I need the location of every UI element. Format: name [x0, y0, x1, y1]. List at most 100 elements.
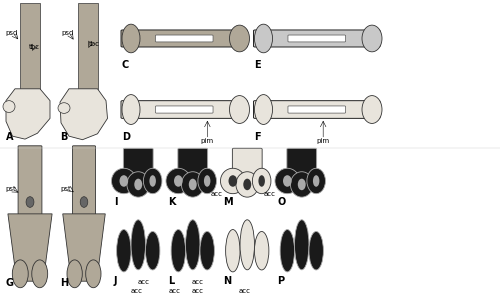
FancyBboxPatch shape — [178, 148, 208, 178]
Ellipse shape — [134, 179, 142, 190]
Text: acc: acc — [264, 191, 276, 197]
Text: pst: pst — [60, 186, 71, 192]
Ellipse shape — [280, 230, 294, 272]
Text: tbc: tbc — [29, 44, 40, 50]
Ellipse shape — [258, 175, 265, 187]
Ellipse shape — [186, 220, 200, 270]
Text: tbc: tbc — [89, 41, 100, 47]
Text: acc: acc — [192, 279, 204, 285]
Polygon shape — [6, 89, 50, 139]
Text: psd: psd — [5, 30, 18, 36]
Ellipse shape — [254, 95, 272, 124]
Ellipse shape — [240, 220, 254, 270]
FancyBboxPatch shape — [287, 148, 316, 178]
Ellipse shape — [116, 230, 131, 272]
FancyBboxPatch shape — [288, 106, 346, 113]
Ellipse shape — [236, 172, 258, 197]
Bar — [20, 3, 40, 89]
Ellipse shape — [230, 96, 250, 123]
Ellipse shape — [122, 95, 140, 124]
Text: J: J — [114, 276, 117, 286]
Ellipse shape — [290, 172, 313, 197]
Ellipse shape — [228, 175, 237, 187]
Ellipse shape — [230, 25, 250, 52]
Text: acc: acc — [131, 288, 143, 294]
Text: F: F — [254, 132, 261, 142]
Text: C: C — [122, 59, 129, 70]
FancyBboxPatch shape — [254, 30, 380, 47]
Ellipse shape — [171, 230, 186, 272]
Ellipse shape — [283, 175, 292, 187]
Ellipse shape — [200, 231, 214, 270]
Ellipse shape — [275, 168, 299, 194]
Ellipse shape — [309, 231, 324, 270]
FancyBboxPatch shape — [72, 146, 96, 214]
Text: D: D — [122, 132, 130, 142]
Ellipse shape — [26, 197, 34, 207]
Ellipse shape — [127, 172, 150, 197]
Ellipse shape — [150, 175, 156, 187]
Ellipse shape — [174, 175, 182, 187]
Text: N: N — [223, 276, 231, 286]
Ellipse shape — [146, 231, 160, 270]
Ellipse shape — [189, 179, 196, 190]
Ellipse shape — [182, 172, 204, 197]
Ellipse shape — [254, 231, 269, 270]
Text: O: O — [278, 197, 286, 207]
FancyBboxPatch shape — [232, 148, 262, 178]
FancyBboxPatch shape — [254, 101, 380, 118]
Ellipse shape — [204, 175, 210, 187]
Ellipse shape — [32, 260, 48, 288]
Ellipse shape — [131, 220, 146, 270]
Bar — [78, 3, 98, 89]
Ellipse shape — [220, 168, 245, 194]
Ellipse shape — [254, 24, 272, 53]
Text: pim: pim — [201, 138, 214, 144]
Text: acc: acc — [192, 288, 203, 294]
Polygon shape — [8, 214, 52, 281]
Ellipse shape — [80, 197, 88, 207]
Ellipse shape — [86, 260, 101, 288]
Ellipse shape — [12, 260, 28, 288]
Text: G: G — [6, 278, 14, 288]
Text: H: H — [60, 278, 68, 288]
Ellipse shape — [58, 103, 70, 113]
Text: E: E — [254, 59, 261, 70]
Polygon shape — [60, 89, 108, 140]
FancyBboxPatch shape — [156, 106, 213, 113]
Text: acc: acc — [138, 279, 149, 285]
Ellipse shape — [120, 175, 128, 187]
Text: acc: acc — [211, 191, 223, 197]
Polygon shape — [62, 214, 105, 281]
Text: L: L — [168, 276, 175, 286]
Text: pim: pim — [316, 138, 330, 144]
Ellipse shape — [122, 24, 140, 53]
FancyBboxPatch shape — [288, 35, 346, 42]
Ellipse shape — [3, 101, 15, 112]
Ellipse shape — [298, 179, 306, 190]
Ellipse shape — [307, 168, 326, 194]
Ellipse shape — [226, 230, 240, 272]
Text: P: P — [278, 276, 284, 286]
Ellipse shape — [313, 175, 320, 187]
FancyBboxPatch shape — [124, 148, 153, 178]
Ellipse shape — [362, 25, 382, 52]
Ellipse shape — [144, 168, 162, 194]
Text: acc: acc — [239, 288, 251, 294]
Ellipse shape — [362, 96, 382, 123]
FancyBboxPatch shape — [156, 35, 213, 42]
Text: K: K — [168, 197, 176, 207]
FancyBboxPatch shape — [18, 146, 42, 214]
Ellipse shape — [252, 168, 271, 194]
Ellipse shape — [244, 179, 251, 190]
FancyBboxPatch shape — [121, 101, 248, 118]
FancyBboxPatch shape — [121, 30, 248, 47]
Ellipse shape — [67, 260, 82, 288]
Text: psd: psd — [61, 30, 74, 36]
Text: B: B — [60, 132, 68, 142]
Text: A: A — [6, 132, 14, 142]
Ellipse shape — [294, 220, 309, 270]
Text: acc: acc — [169, 288, 181, 294]
Text: I: I — [114, 197, 117, 207]
Ellipse shape — [198, 168, 216, 194]
